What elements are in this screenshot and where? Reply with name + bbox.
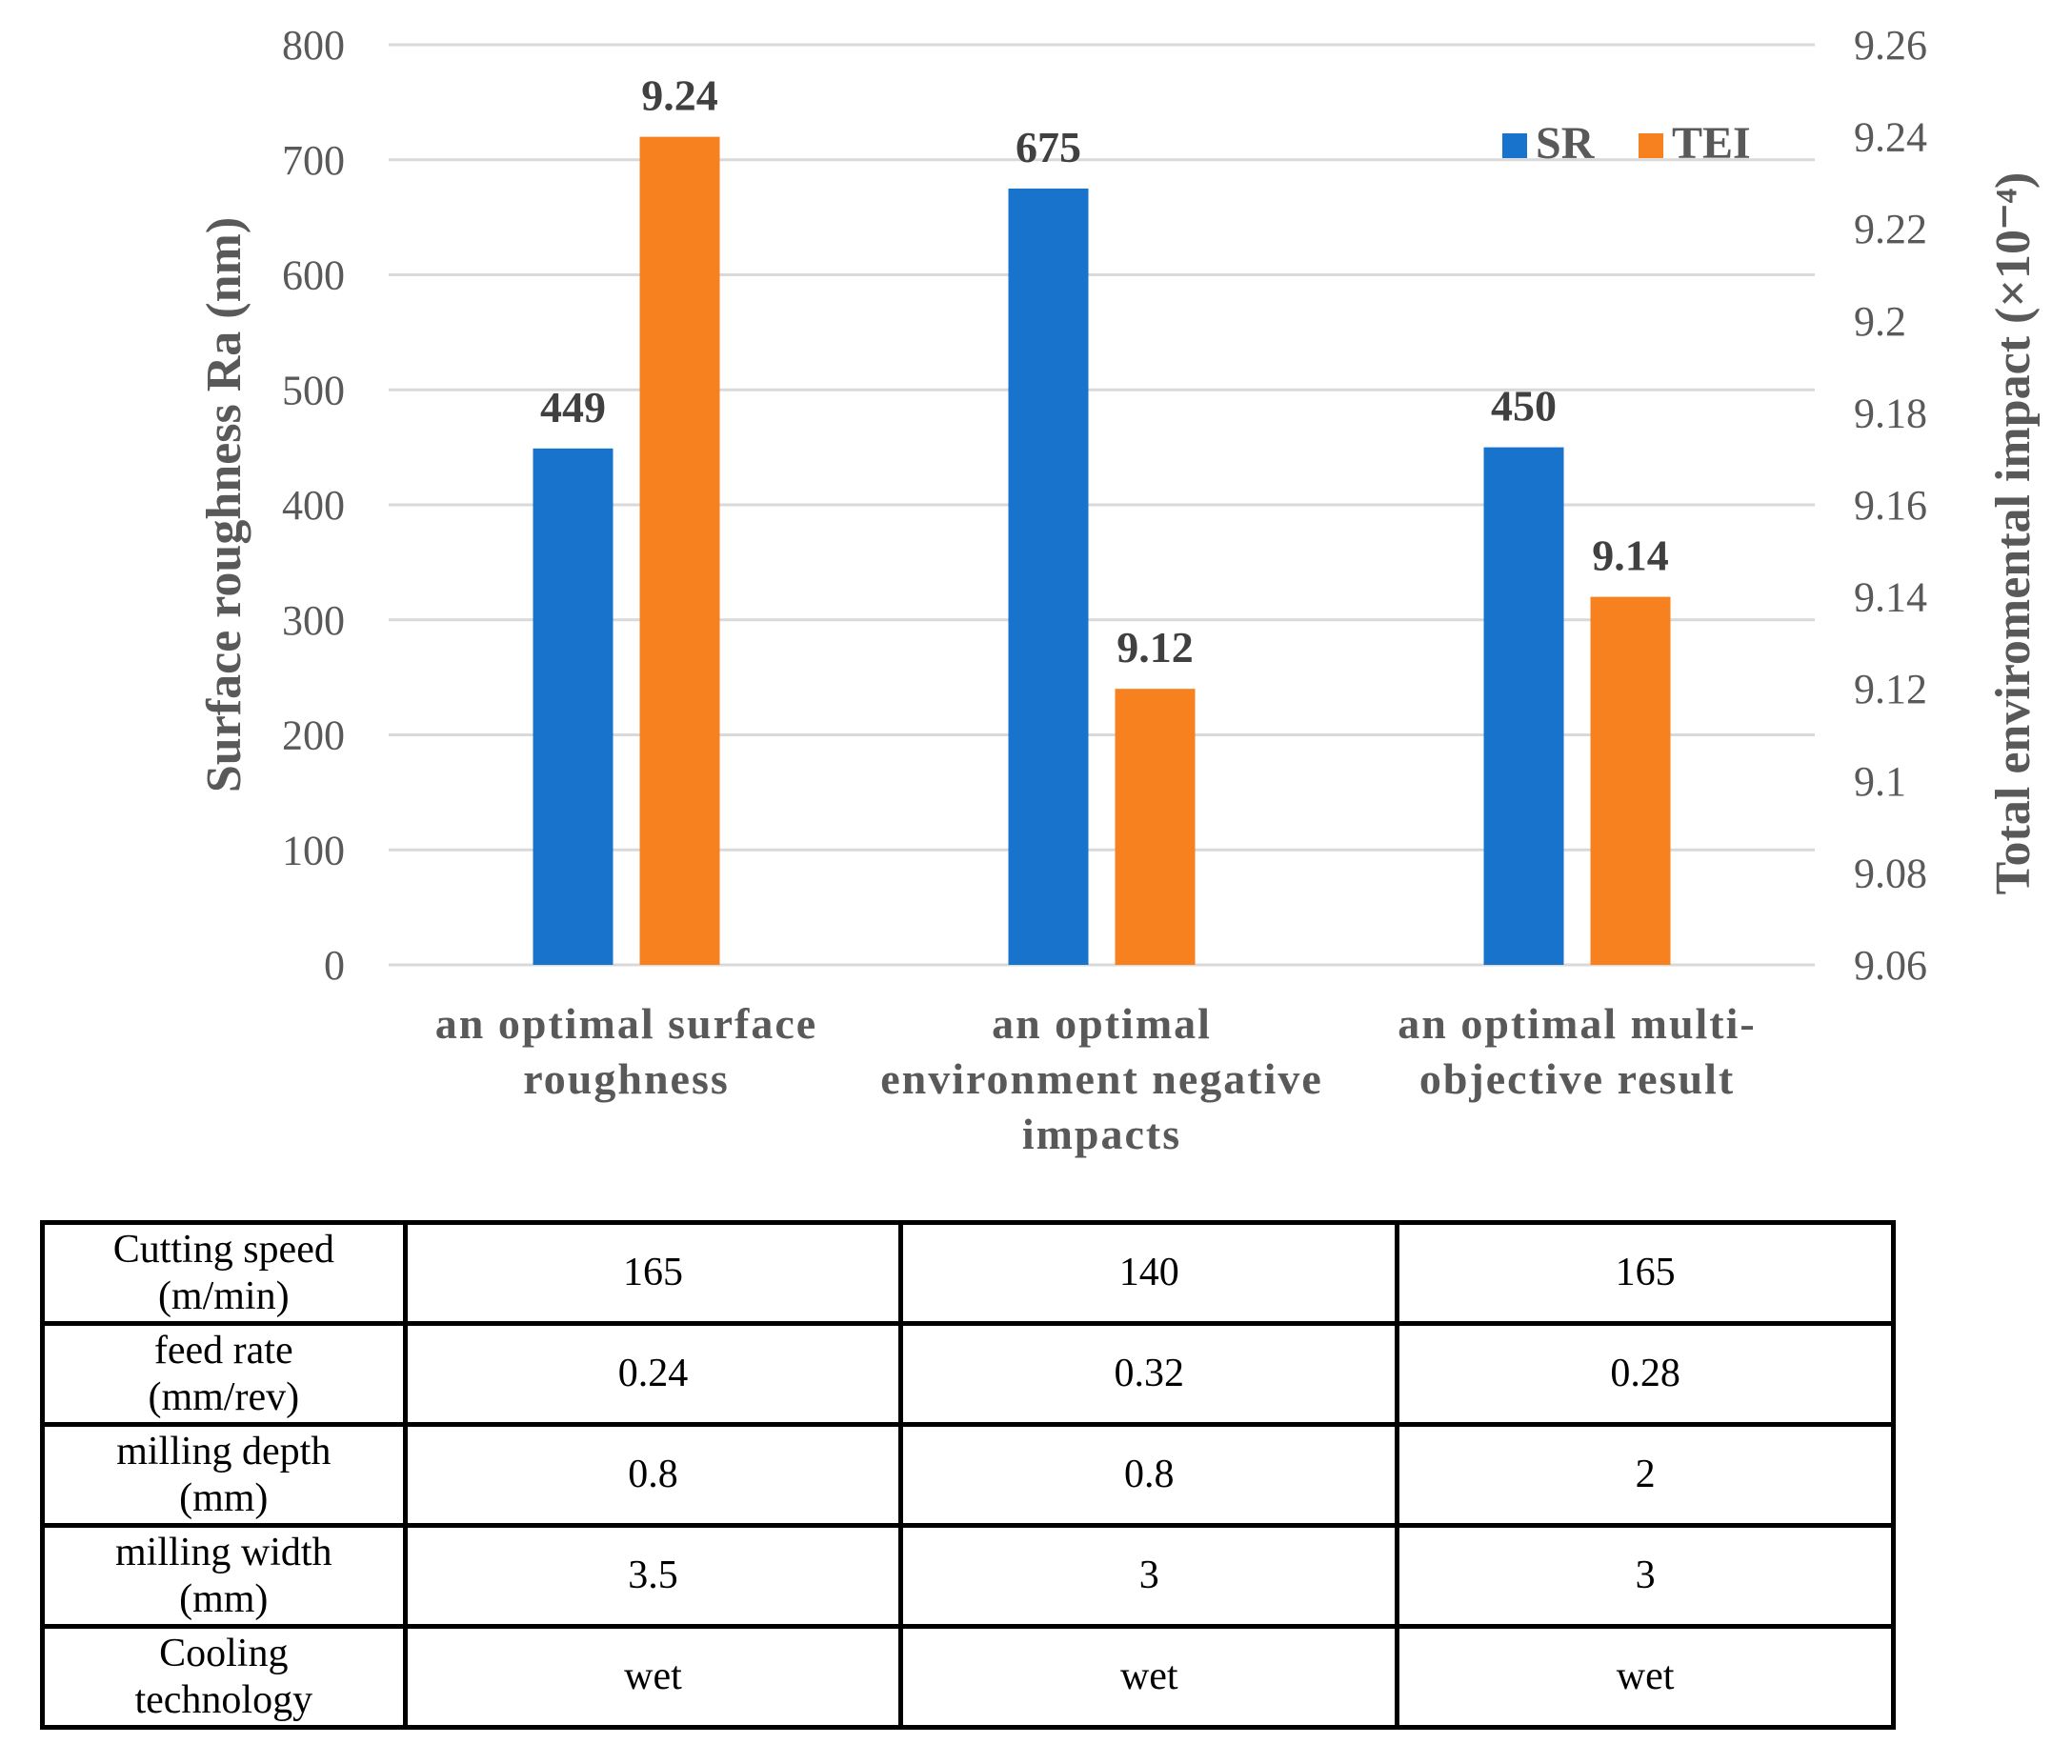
row-header: Cutting speed (m/min) — [40, 1220, 408, 1326]
y2-tick-label: 9.14 — [1854, 574, 1927, 621]
table-cell: wet — [1395, 1624, 1896, 1730]
y-tick-label: 800 — [282, 22, 345, 69]
data-label-sr: 675 — [1016, 123, 1081, 171]
table-cell: 165 — [1395, 1220, 1896, 1326]
row-header-line: (mm/rev) — [148, 1374, 300, 1419]
y-tick-label: 400 — [282, 482, 345, 529]
table-cell: 140 — [898, 1220, 1400, 1326]
data-label-tei: 9.12 — [1116, 623, 1194, 672]
y-axis-title: Surface roughness Ra (nm) — [197, 217, 251, 792]
table-cell: 165 — [402, 1220, 904, 1326]
legend: SR TEI — [1502, 118, 1751, 169]
data-label-tei: 9.14 — [1592, 531, 1669, 580]
bar-sr — [1483, 447, 1564, 965]
row-header: milling width (mm) — [40, 1523, 408, 1629]
y-tick-label: 100 — [282, 827, 345, 873]
bar-tei — [1115, 689, 1196, 965]
table-row: milling depth (mm) 0.8 0.8 2 — [40, 1422, 1896, 1528]
table-cell: 3.5 — [402, 1523, 904, 1629]
y2-tick-label: 9.08 — [1854, 850, 1927, 896]
table-row: milling width (mm) 3.5 3 3 — [40, 1523, 1896, 1629]
y2-tick-label: 9.2 — [1854, 298, 1906, 345]
row-header-line: Cutting speed — [112, 1228, 334, 1273]
bar-sr — [533, 448, 614, 965]
y-tick-label: 700 — [282, 137, 345, 184]
row-header-line: (mm) — [179, 1475, 269, 1520]
row-header-line: technology — [134, 1677, 313, 1722]
y2-tick-label: 9.26 — [1854, 22, 1927, 69]
bar-tei — [1590, 596, 1671, 965]
table-cell: 0.8 — [898, 1422, 1400, 1528]
y2-tick-label: 9.22 — [1854, 206, 1927, 252]
row-header-line: milling depth — [116, 1430, 332, 1474]
table-cell: wet — [402, 1624, 904, 1730]
table-cell: 0.8 — [402, 1422, 904, 1528]
y2-tick-label: 9.1 — [1854, 758, 1906, 805]
row-header-line: (m/min) — [157, 1273, 290, 1318]
row-header-line: (mm) — [179, 1576, 269, 1621]
data-label-sr: 449 — [540, 383, 606, 431]
x-category-label: an optimal multi-objective result — [1398, 999, 1756, 1103]
table-cell: 0.32 — [898, 1321, 1400, 1427]
data-label-sr: 450 — [1491, 382, 1557, 431]
row-header-line: milling width — [115, 1531, 332, 1575]
table-cell: 0.24 — [402, 1321, 904, 1427]
row-header: feed rate (mm/rev) — [40, 1321, 408, 1427]
y-tick-label: 0 — [324, 942, 345, 989]
table-row: feed rate (mm/rev) 0.24 0.32 0.28 — [40, 1321, 1896, 1427]
data-label-tei: 9.24 — [641, 71, 718, 120]
row-header: Cooling technology — [40, 1624, 408, 1730]
legend-label-tei: TEI — [1672, 118, 1751, 169]
table-cell: 0.28 — [1395, 1321, 1896, 1427]
x-category-label: an optimal surface roughness — [435, 999, 817, 1103]
legend-label-sr: SR — [1536, 118, 1596, 169]
y2-tick-label: 9.06 — [1854, 942, 1927, 989]
y-tick-label: 500 — [282, 367, 345, 413]
y-tick-label: 600 — [282, 252, 345, 299]
table-cell: 3 — [1395, 1523, 1896, 1629]
row-header: milling depth (mm) — [40, 1422, 408, 1528]
y2-axis-title: Total enviromental impact (×10⁻⁴) — [1986, 172, 2041, 895]
legend-swatch-sr — [1502, 133, 1527, 158]
table-cell: wet — [898, 1624, 1400, 1730]
table-row: Cooling technology wet wet wet — [40, 1624, 1896, 1730]
y-tick-label: 300 — [282, 597, 345, 644]
y2-tick-label: 9.16 — [1854, 482, 1927, 529]
parameter-table: Cutting speed (m/min) 165 140 165 feed rate (m… — [40, 1220, 1896, 1730]
y2-tick-label: 9.12 — [1854, 666, 1927, 712]
y-tick-label: 200 — [282, 712, 345, 759]
table-cell: 3 — [898, 1523, 1400, 1629]
bar-tei — [639, 136, 720, 966]
x-category-label: an optimal environment negative impacts — [880, 999, 1323, 1158]
legend-swatch-tei — [1639, 133, 1663, 158]
y2-tick-label: 9.24 — [1854, 114, 1927, 161]
bar-sr — [1008, 188, 1089, 965]
row-header-line: feed rate — [153, 1329, 293, 1373]
row-header-line: Cooling — [159, 1632, 289, 1676]
table-row: Cutting speed (m/min) 165 140 165 — [40, 1220, 1896, 1326]
bar-chart: 0 100 200 300 400 500 600 700 800 9.06 9.08 9.1 9.1… — [197, 22, 2041, 1158]
y2-tick-label: 9.18 — [1854, 390, 1927, 436]
table-cell: 2 — [1395, 1422, 1896, 1528]
